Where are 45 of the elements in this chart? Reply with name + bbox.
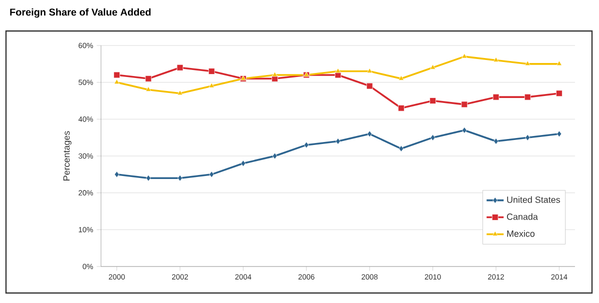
point — [145, 75, 152, 82]
point — [524, 60, 530, 66]
point — [366, 68, 372, 73]
point — [430, 134, 436, 141]
point — [177, 90, 183, 96]
point — [492, 94, 500, 100]
point — [462, 127, 467, 134]
point — [462, 53, 468, 58]
point — [208, 68, 215, 74]
point — [525, 134, 530, 141]
point — [176, 64, 184, 71]
point — [367, 130, 372, 138]
legend-label: Canada — [506, 213, 538, 220]
point — [272, 72, 278, 77]
point — [272, 152, 278, 160]
point — [493, 57, 499, 62]
point — [430, 64, 436, 70]
point — [335, 68, 341, 73]
point — [398, 145, 404, 152]
point — [178, 174, 182, 182]
point — [398, 104, 404, 112]
point — [114, 79, 120, 84]
point — [366, 82, 373, 90]
point — [336, 138, 340, 144]
point — [556, 60, 562, 66]
point — [146, 174, 151, 182]
legend-label: Mexico — [507, 230, 535, 237]
y-axis-title: Percentages — [63, 131, 72, 180]
point — [398, 75, 404, 80]
point — [494, 138, 498, 144]
point — [556, 130, 562, 138]
chart-title: Foreign Share of Value Added — [10, 8, 151, 18]
point — [461, 101, 468, 108]
point — [524, 94, 531, 100]
point — [209, 171, 214, 178]
point — [240, 160, 246, 167]
point — [114, 171, 120, 178]
point — [556, 90, 562, 97]
point — [304, 142, 309, 148]
point — [430, 98, 436, 104]
point — [208, 82, 214, 88]
point — [146, 86, 152, 92]
point — [334, 72, 342, 78]
legend-label: United States — [507, 196, 560, 203]
point — [114, 72, 120, 78]
